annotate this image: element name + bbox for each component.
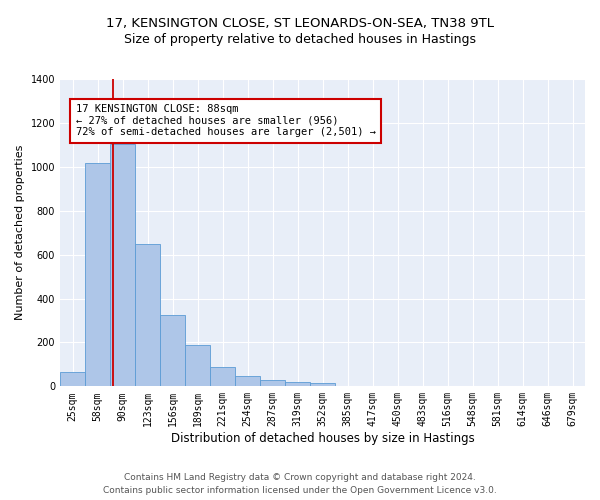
Bar: [110, 144, 135, 386]
Bar: [235, 376, 260, 386]
Text: Contains HM Land Registry data © Crown copyright and database right 2024.
Contai: Contains HM Land Registry data © Crown c…: [103, 473, 497, 495]
Bar: [135, 244, 160, 386]
Bar: [310, 382, 335, 386]
Text: 17, KENSINGTON CLOSE, ST LEONARDS-ON-SEA, TN38 9TL: 17, KENSINGTON CLOSE, ST LEONARDS-ON-SEA…: [106, 18, 494, 30]
Bar: [185, 345, 210, 387]
Bar: [85, 163, 110, 386]
Bar: [160, 314, 185, 386]
Bar: [210, 366, 235, 386]
Bar: [260, 380, 285, 386]
Text: Size of property relative to detached houses in Hastings: Size of property relative to detached ho…: [124, 32, 476, 46]
Bar: [60, 372, 85, 386]
Bar: [285, 382, 310, 386]
Y-axis label: Number of detached properties: Number of detached properties: [15, 145, 25, 320]
X-axis label: Distribution of detached houses by size in Hastings: Distribution of detached houses by size …: [170, 432, 475, 445]
Text: 17 KENSINGTON CLOSE: 88sqm
← 27% of detached houses are smaller (956)
72% of sem: 17 KENSINGTON CLOSE: 88sqm ← 27% of deta…: [76, 104, 376, 138]
